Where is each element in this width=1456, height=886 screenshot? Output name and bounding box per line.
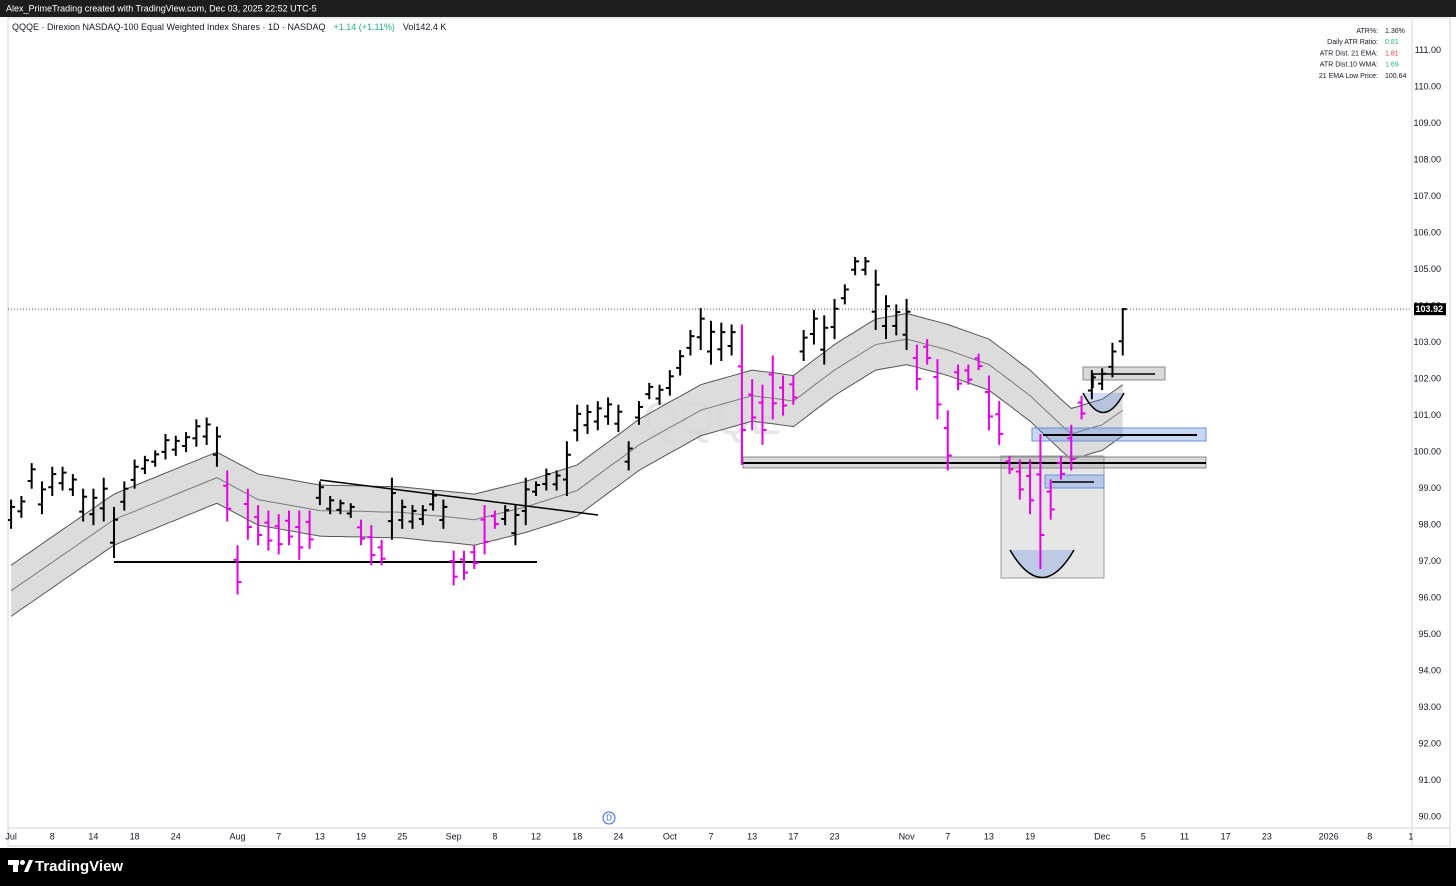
y-tick-label: 97.00 (1418, 556, 1441, 566)
trend-line (319, 479, 599, 516)
x-tick-label: 8 (50, 831, 55, 841)
change: +1.14 (+1.11%) (333, 22, 394, 32)
y-tick-label: 110.00 (1414, 82, 1441, 92)
x-tick-label: 7 (709, 831, 714, 841)
chart-frame (7, 17, 1451, 847)
x-tick-label: 5 (1141, 831, 1146, 841)
y-tick-label: 108.00 (1413, 155, 1441, 165)
x-tick-label: 8 (1367, 831, 1372, 841)
symbol-title: QQQE · Direxion NASDAQ-100 Equal Weighte… (12, 22, 325, 32)
stat-value: 1.81 (1385, 50, 1399, 57)
volume: 142.4 K (415, 22, 446, 32)
top-bar (0, 0, 1456, 17)
x-tick-label: 7 (945, 831, 950, 841)
stats-bg (1316, 24, 1408, 84)
y-tick-label: 95.00 (1418, 629, 1441, 639)
y-tick-label: 107.00 (1413, 191, 1441, 201)
credit: Alex_PrimeTrading created with TradingVi… (6, 3, 317, 13)
y-tick-label: 105.00 (1413, 264, 1441, 274)
y-tick-label: 96.00 (1418, 593, 1441, 603)
cup (1009, 549, 1075, 579)
band-fill (11, 313, 1123, 617)
stat-label: ATR%: (1356, 28, 1378, 35)
y-tick-label: 101.00 (1413, 410, 1441, 420)
logo-part (24, 860, 33, 872)
stat-value: 1.36% (1385, 28, 1405, 35)
x-tick-label: Aug (230, 831, 246, 841)
stat-label: Daily ATR Ratio: (1327, 39, 1378, 46)
y-tick-label: 99.00 (1418, 483, 1441, 493)
stat-label: ATR Dist.10 WMA: (1320, 62, 1378, 69)
y-tick-label: 109.00 (1413, 118, 1441, 128)
x-tick-label: 14 (88, 831, 98, 841)
x-tick-label: 12 (531, 831, 541, 841)
x-tick-label: 11 (1180, 831, 1189, 841)
x-tick-label: 7 (276, 831, 281, 841)
bar-layer (8, 256, 1127, 595)
volume-label: Vol (403, 22, 416, 32)
y-tick-label: 102.00 (1413, 374, 1441, 384)
drawings (114, 366, 1207, 579)
stats-table: ATR%: 1.36% Daily ATR Ratio: 0.81 ATR Dist. … (1316, 24, 1408, 84)
x-tick-label: Nov (899, 831, 916, 841)
axes: 90.00 91.00 92.00 93.00 94.00 95.00 96.00 97.00… (5, 45, 1446, 841)
x-tick-label: 19 (1025, 831, 1035, 841)
zone-box (1000, 455, 1105, 579)
y-tick-label: 91.00 (1418, 775, 1441, 785)
x-tick-label: 24 (171, 831, 181, 841)
dividend-badge[interactable] (602, 811, 616, 825)
y-tick-label: 111.00 (1415, 45, 1441, 55)
last-price-box (1414, 303, 1446, 316)
x-tick-label: 8 (492, 831, 497, 841)
x-tick-label: 17 (1221, 831, 1231, 841)
cup (1082, 392, 1125, 414)
y-tick-label: 106.00 (1413, 228, 1441, 238)
y-tick-label: 98.00 (1418, 520, 1441, 530)
x-tick-label: Sep (446, 831, 462, 841)
stat-label: ATR Dist. 21 EMA: (1320, 50, 1378, 57)
footer-bar (0, 848, 1456, 886)
stat-value: 0.81 (1385, 39, 1399, 46)
x-tick-label: 19 (356, 831, 366, 841)
x-tick-label: 18 (572, 831, 582, 841)
logo-part (20, 860, 25, 865)
stat-value: 100.64 (1385, 73, 1407, 80)
stat-label: 21 EMA Low Price: (1319, 73, 1378, 80)
x-tick-label: 18 (130, 831, 140, 841)
y-tick-label: 92.00 (1418, 738, 1441, 748)
x-tick-label: 24 (613, 831, 623, 841)
stat-value: 1.69 (1385, 62, 1399, 69)
y-tick-label: 93.00 (1418, 702, 1441, 712)
legend-line: QQQE · Direxion NASDAQ-100 Equal Weighte… (12, 22, 446, 32)
x-tick-label: Oct (663, 831, 678, 841)
brand-logo (8, 860, 33, 872)
x-tick-label: 23 (1262, 831, 1272, 841)
brand: TradingView (35, 858, 123, 875)
x-tick-label: 13 (315, 831, 325, 841)
y-tick-label: 103.00 (1413, 337, 1441, 347)
x-tick-label: Dec (1094, 831, 1111, 841)
x-tick-label: 1 (1408, 831, 1413, 841)
last-price-label: 103.92 (1415, 304, 1443, 314)
x-tick-label: 17 (788, 831, 798, 841)
y-tick-label: 100.00 (1413, 447, 1441, 457)
x-tick-label: 2026 (1319, 831, 1339, 841)
x-tick-label: Jul (5, 831, 17, 841)
y-tick-label: 90.00 (1418, 811, 1441, 821)
dividend-label[interactable]: D (606, 814, 612, 823)
x-tick-label: 13 (747, 831, 757, 841)
x-tick-label: 25 (397, 831, 407, 841)
x-tick-label: 23 (830, 831, 840, 841)
logo-part (13, 860, 18, 872)
x-tick-label: 13 (984, 831, 994, 841)
y-tick-label: 94.00 (1418, 665, 1441, 675)
